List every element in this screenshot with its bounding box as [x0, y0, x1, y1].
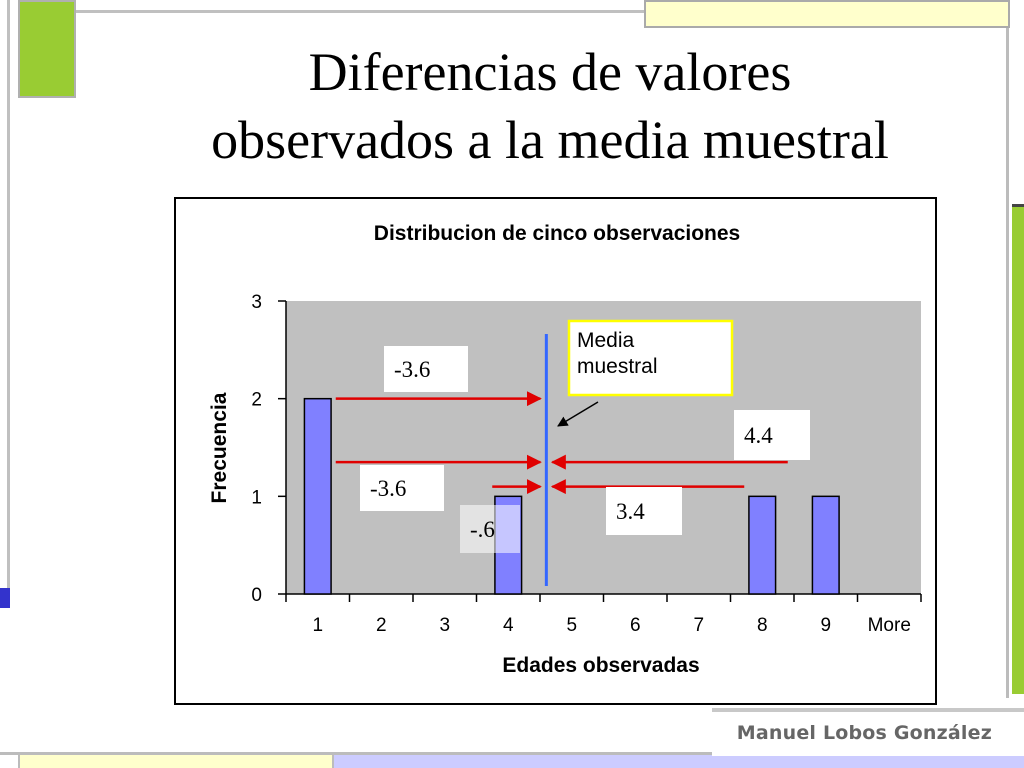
x-tick-label: 4 [503, 615, 514, 636]
x-tick-label: 3 [439, 615, 450, 636]
difference-label: 4.4 [744, 423, 773, 448]
decor-top-right-box [644, 0, 1010, 28]
decor-right-bar [1006, 28, 1012, 698]
decor-bottom-line [0, 752, 1024, 755]
y-tick-label: 1 [251, 487, 262, 508]
decor-bottom-left-box [18, 755, 334, 768]
decor-left-bar [0, 0, 10, 590]
slide-title: Diferencias de valores observados a la m… [120, 38, 980, 174]
bar-8 [748, 495, 777, 595]
chart-title: Distribucion de cinco observaciones [374, 222, 740, 245]
y-axis: 0 1 2 3 [251, 292, 287, 606]
difference-label-box [606, 487, 682, 535]
bar-9 [811, 495, 840, 595]
difference-label: -3.6 [370, 476, 406, 501]
decor-bottom-lavender [334, 755, 1024, 768]
y-tick-label: 3 [251, 292, 262, 313]
x-tick-label: 1 [312, 615, 323, 636]
mean-callout-box [567, 319, 734, 397]
x-tick-label: 6 [630, 615, 641, 636]
difference-label: -3.6 [394, 357, 430, 382]
x-tick-label: 9 [820, 615, 831, 636]
x-tick-label: 5 [566, 615, 577, 636]
difference-label: 3.4 [616, 499, 645, 524]
slide-title-line1: Diferencias de valores [308, 42, 792, 102]
y-tick-label: 0 [251, 585, 262, 606]
difference-label-box [460, 505, 520, 553]
slide-title-line2: observados a la media muestral [211, 110, 889, 170]
difference-label-box [734, 410, 810, 460]
decor-top-line [76, 10, 646, 13]
y-axis-label: Frecuencia [208, 392, 231, 503]
x-axis-label: Edades observadas [502, 654, 699, 677]
mean-callout-label: Media muestral [577, 329, 658, 378]
difference-label: -.6 [470, 517, 495, 542]
difference-label-box [384, 346, 468, 392]
x-tick-label: More [868, 615, 911, 636]
annotations: -3.6 -3.6 -.6 3.4 4.4 Media muestral [335, 319, 810, 586]
x-tick-label: 8 [757, 615, 768, 636]
mean-callout-pointer [557, 401, 599, 427]
x-tick-label: 7 [693, 615, 704, 636]
difference-label-box [360, 465, 444, 511]
decor-left-bar-blue [0, 588, 10, 608]
decor-right-green [1012, 204, 1024, 694]
author-name: Manuel Lobos González [736, 722, 992, 744]
bar-1 [303, 397, 332, 595]
y-tick-label: 2 [251, 390, 262, 411]
x-tick-label: 2 [376, 615, 387, 636]
decor-green-block [18, 0, 76, 98]
footer: Manuel Lobos González [712, 708, 1024, 756]
